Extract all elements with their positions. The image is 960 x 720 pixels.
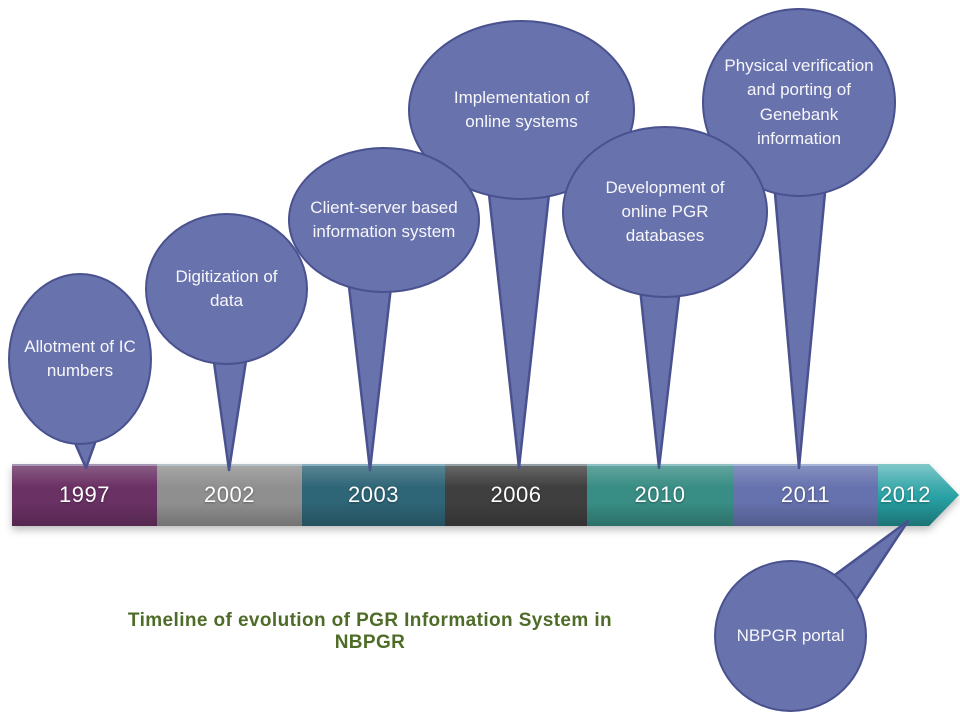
year-label: 2011: [780, 482, 831, 507]
year-label: 1997: [59, 482, 110, 507]
callout-label: Allotment of IC numbers: [24, 336, 136, 380]
slide-caption: Timeline of evolution of PGR Information…: [127, 610, 613, 653]
tail-client-server-system: [346, 276, 394, 472]
year-label: 2006: [490, 482, 542, 507]
timeline-segment-2003: 2003: [302, 464, 445, 526]
tail-digitization-of-data: [210, 346, 250, 472]
tail-development-pgr-databases: [638, 286, 682, 470]
timeline-segment-2002: 2002: [157, 464, 302, 526]
callout-allotment-ic-numbers: Allotment of IC numbers: [8, 273, 152, 445]
tail-physical-verification: [772, 180, 828, 470]
callout-label: Development of online PGR databases: [605, 177, 725, 246]
timeline-segment-2012-arrow: 2012: [878, 464, 959, 526]
callout-label: Physical verification and porting of Gen…: [724, 56, 874, 148]
callout-label: Digitization of data: [175, 266, 278, 310]
year-label: 2010: [634, 482, 686, 507]
callout-label: Implementation of online systems: [453, 87, 590, 131]
timeline-segment-2006: 2006: [445, 464, 587, 526]
callout-physical-verification: Physical verification and porting of Gen…: [702, 8, 896, 197]
callout-label: NBPGR portal: [736, 625, 845, 645]
callout-client-server-system: Client-server based information system: [288, 147, 480, 293]
year-label: 2012: [880, 482, 931, 507]
timeline-segment-2010: 2010: [587, 464, 733, 526]
timeline-segment-1997: 1997: [12, 464, 157, 526]
timeline-segment-2011: 2011: [733, 464, 878, 526]
callout-label: Client-server based information system: [310, 197, 458, 241]
timeline-bar: 1997 2002 2003 2006 2010 2011 2012: [12, 464, 959, 526]
callout-digitization-of-data: Digitization of data: [145, 213, 308, 365]
callout-development-pgr-databases: Development of online PGR databases: [562, 126, 768, 298]
year-label: 2003: [348, 482, 399, 507]
year-label: 2002: [204, 482, 255, 507]
callout-nbpgr-portal: NBPGR portal: [714, 560, 867, 712]
tail-implementation-online-systems: [486, 183, 552, 470]
